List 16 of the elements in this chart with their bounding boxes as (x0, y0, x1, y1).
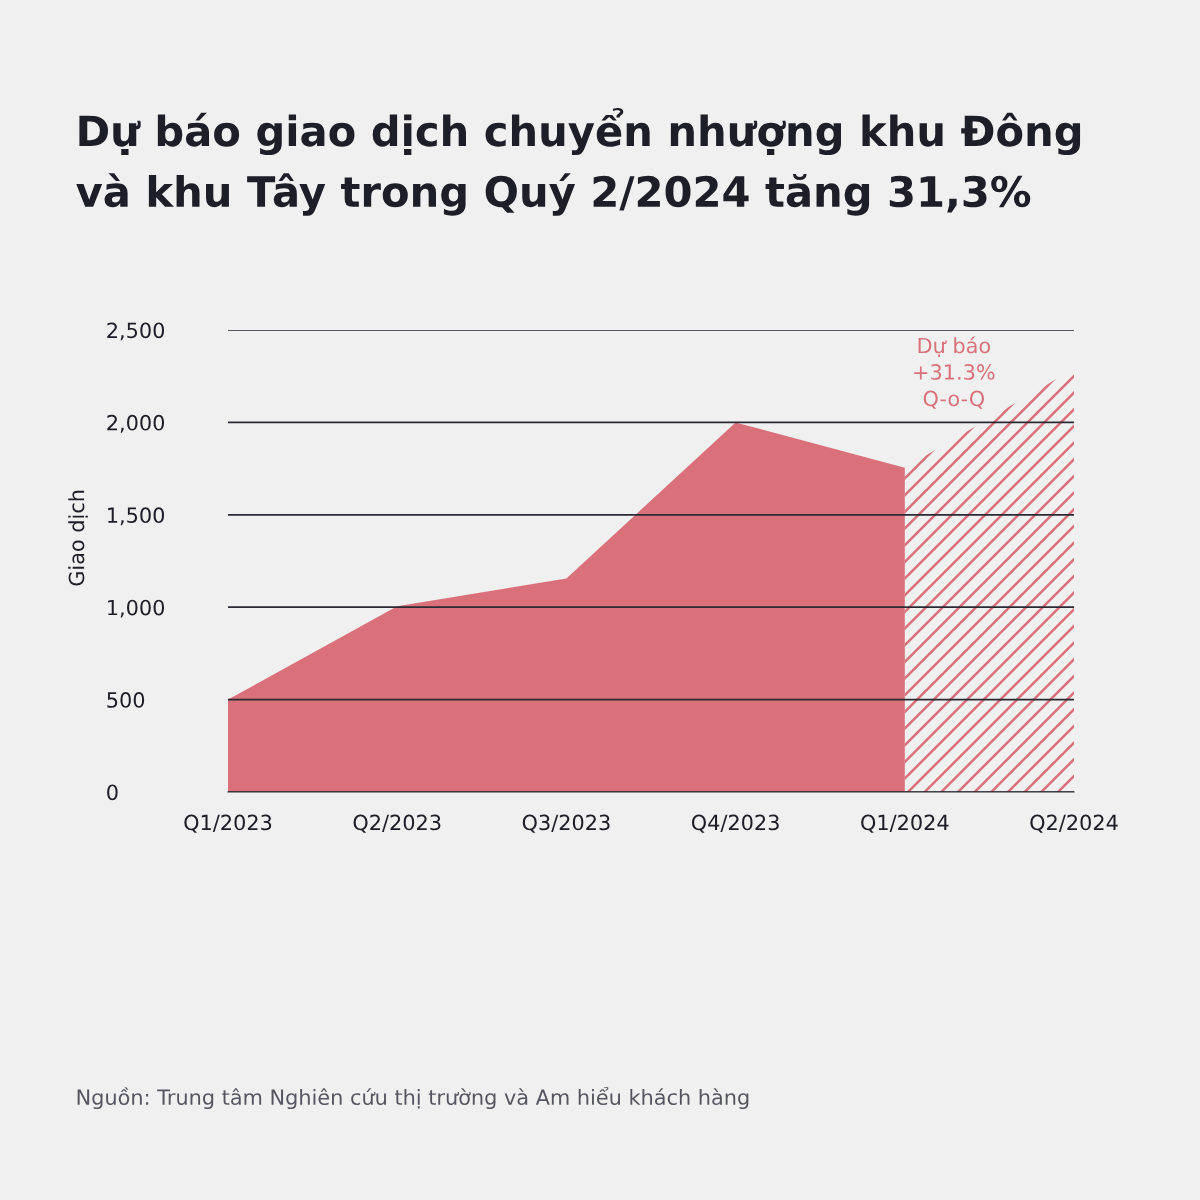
y-tick-label: 1,000 (108, 599, 165, 618)
y-tick-label: 2,000 (107, 414, 165, 433)
y-tick-label: 0 (107, 784, 118, 801)
y-tick-label: 1,500 (108, 507, 165, 526)
x-tick-label: Q1/2024 (861, 814, 949, 833)
x-tick-label: Q3/2023 (522, 814, 610, 833)
y-tick-label: 2,500 (107, 322, 165, 341)
x-tick-label: Q2/2024 (1030, 814, 1118, 833)
y-axis-title: Giao dịch (68, 490, 88, 586)
x-tick-label: Q1/2023 (184, 814, 272, 833)
chart-title: Dự báo giao dịch chuyển nhượng khu Đông và khu Tây trong Quý 2/2024 tăng 31,3% (76, 108, 1081, 216)
x-tick-label: Q4/2023 (691, 814, 779, 833)
y-tick-label: 500 (107, 692, 145, 708)
text: Nguồn: Trung tâm Nghiên cứu thị trường và Am hiểu khách hàng (77, 1086, 749, 1110)
x-tick-label: Q2/2023 (353, 814, 441, 833)
annotation: Dự báo +31.3% Q-o-Q (914, 336, 995, 409)
